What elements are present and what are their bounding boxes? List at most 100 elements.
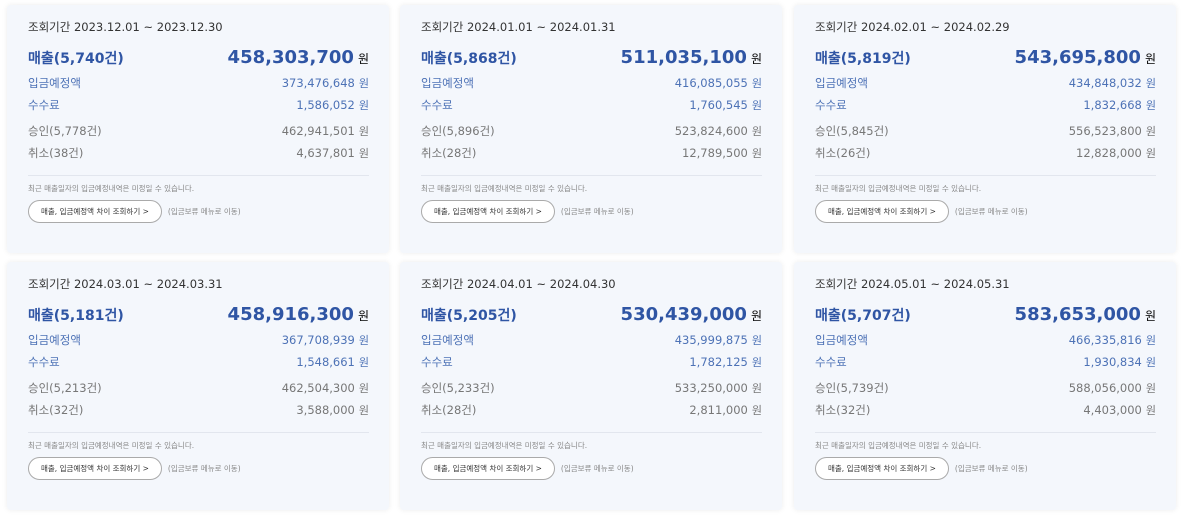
period-label: 조회기간 2024.03.01 ~ 2024.03.31: [28, 277, 223, 291]
sales-amount: 530,439,000: [620, 304, 747, 325]
approve-row: 승인(5,739건) 588,056,000 원: [815, 380, 1156, 402]
sales-row: 매출(5,707건) 583,653,000 원: [815, 304, 1156, 332]
approve-row: 승인(5,213건) 462,504,300 원: [28, 380, 369, 402]
notice-text: 최근 매출일자의 입금예정내역은 미정일 수 있습니다.: [421, 441, 588, 450]
currency-unit: 원: [751, 99, 762, 112]
cancel-row: 취소(28건) 12,789,500 원: [421, 145, 762, 167]
sales-amount: 543,695,800: [1014, 47, 1141, 68]
fee-label: 수수료: [28, 98, 60, 112]
currency-unit: 원: [750, 52, 762, 66]
currency-unit: 원: [1145, 404, 1156, 417]
currency-unit: 원: [358, 77, 369, 90]
sales-label: 매출(5,205건): [421, 308, 517, 324]
cancel-amount: 4,637,801: [296, 146, 355, 160]
fee-amount: 1,832,668: [1083, 98, 1142, 112]
fee-label: 수수료: [815, 98, 847, 112]
cancel-amount: 12,828,000: [1076, 146, 1142, 160]
currency-unit: 원: [358, 99, 369, 112]
approve-label: 승인(5,739건): [815, 381, 889, 395]
sales-row: 매출(5,740건) 458,303,700 원: [28, 47, 369, 75]
sales-amount: 458,916,300: [227, 304, 354, 325]
fee-label: 수수료: [421, 355, 453, 369]
deposit-amount: 373,476,648: [281, 76, 355, 90]
view-difference-button[interactable]: 매출, 입금예정액 차이 조회하기 >: [421, 200, 555, 223]
period-label: 조회기간 2023.12.01 ~ 2023.12.30: [28, 20, 223, 34]
period-summary-card: 조회기간 2024.01.01 ~ 2024.01.31 매출(5,868건) …: [400, 5, 782, 253]
sales-row: 매출(5,868건) 511,035,100 원: [421, 47, 762, 75]
divider: [421, 175, 762, 176]
currency-unit: 원: [751, 404, 762, 417]
deposit-amount: 435,999,875: [674, 333, 748, 347]
period-label: 조회기간 2024.02.01 ~ 2024.02.29: [815, 20, 1010, 34]
cancel-amount: 12,789,500: [682, 146, 748, 160]
hold-menu-hint: (입금보류 메뉴로 이동): [560, 207, 634, 216]
sales-label: 매출(5,707건): [815, 308, 911, 324]
cancel-label: 취소(32건): [815, 403, 871, 417]
view-difference-button[interactable]: 매출, 입금예정액 차이 조회하기 >: [28, 457, 162, 480]
period-summary-card: 조회기간 2024.04.01 ~ 2024.04.30 매출(5,205건) …: [400, 262, 782, 510]
currency-unit: 원: [1145, 125, 1156, 138]
approve-row: 승인(5,778건) 462,941,501 원: [28, 123, 369, 145]
cancel-amount: 3,588,000: [296, 403, 355, 417]
deposit-row: 입금예정액 367,708,939 원: [28, 332, 369, 354]
approve-row: 승인(5,896건) 523,824,600 원: [421, 123, 762, 145]
sales-amount: 511,035,100: [620, 47, 747, 68]
deposit-label: 입금예정액: [815, 333, 868, 347]
fee-row: 수수료 1,930,834 원: [815, 354, 1156, 376]
hold-menu-hint: (입금보류 메뉴로 이동): [167, 464, 241, 473]
view-difference-button[interactable]: 매출, 입금예정액 차이 조회하기 >: [421, 457, 555, 480]
fee-row: 수수료 1,782,125 원: [421, 354, 762, 376]
period-summary-card: 조회기간 2023.12.01 ~ 2023.12.30 매출(5,740건) …: [7, 5, 389, 253]
currency-unit: 원: [1144, 52, 1156, 66]
deposit-row: 입금예정액 373,476,648 원: [28, 75, 369, 97]
currency-unit: 원: [358, 356, 369, 369]
currency-unit: 원: [357, 52, 369, 66]
approve-amount: 462,504,300: [281, 381, 355, 395]
sales-amount: 458,303,700: [227, 47, 354, 68]
currency-unit: 원: [1145, 382, 1156, 395]
cancel-label: 취소(28건): [421, 146, 477, 160]
fee-amount: 1,586,052: [296, 98, 355, 112]
deposit-amount: 466,335,816: [1068, 333, 1142, 347]
currency-unit: 원: [751, 147, 762, 160]
deposit-amount: 367,708,939: [281, 333, 355, 347]
notice-text: 최근 매출일자의 입금예정내역은 미정일 수 있습니다.: [421, 184, 588, 193]
deposit-amount: 434,848,032: [1068, 76, 1142, 90]
deposit-row: 입금예정액 435,999,875 원: [421, 332, 762, 354]
currency-unit: 원: [358, 382, 369, 395]
fee-label: 수수료: [421, 98, 453, 112]
period-label: 조회기간 2024.05.01 ~ 2024.05.31: [815, 277, 1010, 291]
fee-row: 수수료 1,760,545 원: [421, 97, 762, 119]
fee-label: 수수료: [28, 355, 60, 369]
approve-amount: 588,056,000: [1068, 381, 1142, 395]
cancel-label: 취소(32건): [28, 403, 84, 417]
fee-amount: 1,548,661: [296, 355, 355, 369]
fee-row: 수수료 1,548,661 원: [28, 354, 369, 376]
cancel-row: 취소(32건) 4,403,000 원: [815, 402, 1156, 424]
divider: [815, 175, 1156, 176]
period-label: 조회기간 2024.04.01 ~ 2024.04.30: [421, 277, 616, 291]
hold-menu-hint: (입금보류 메뉴로 이동): [167, 207, 241, 216]
sales-label: 매출(5,868건): [421, 51, 517, 67]
view-difference-button[interactable]: 매출, 입금예정액 차이 조회하기 >: [815, 200, 949, 223]
hold-menu-hint: (입금보류 메뉴로 이동): [954, 207, 1028, 216]
deposit-label: 입금예정액: [28, 333, 81, 347]
view-difference-button[interactable]: 매출, 입금예정액 차이 조회하기 >: [815, 457, 949, 480]
sales-label: 매출(5,740건): [28, 51, 124, 67]
sales-row: 매출(5,819건) 543,695,800 원: [815, 47, 1156, 75]
notice-text: 최근 매출일자의 입금예정내역은 미정일 수 있습니다.: [28, 441, 195, 450]
deposit-label: 입금예정액: [815, 76, 868, 90]
currency-unit: 원: [1144, 309, 1156, 323]
approve-amount: 556,523,800: [1068, 124, 1142, 138]
sales-row: 매출(5,205건) 530,439,000 원: [421, 304, 762, 332]
period-summary-card: 조회기간 2024.03.01 ~ 2024.03.31 매출(5,181건) …: [7, 262, 389, 510]
currency-unit: 원: [358, 404, 369, 417]
view-difference-button[interactable]: 매출, 입금예정액 차이 조회하기 >: [28, 200, 162, 223]
cancel-row: 취소(28건) 2,811,000 원: [421, 402, 762, 424]
currency-unit: 원: [358, 147, 369, 160]
notice-text: 최근 매출일자의 입금예정내역은 미정일 수 있습니다.: [815, 441, 982, 450]
deposit-row: 입금예정액 466,335,816 원: [815, 332, 1156, 354]
currency-unit: 원: [751, 382, 762, 395]
currency-unit: 원: [750, 309, 762, 323]
fee-row: 수수료 1,832,668 원: [815, 97, 1156, 119]
